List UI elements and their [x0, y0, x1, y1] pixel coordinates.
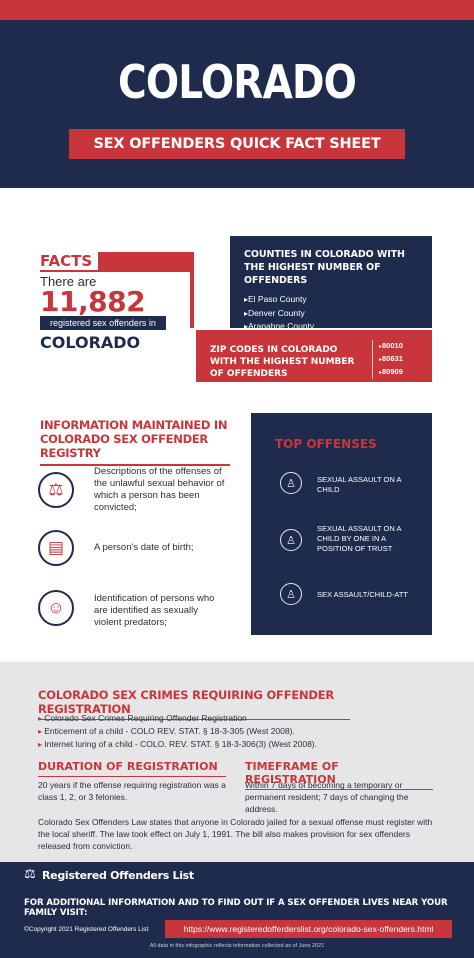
- top-accent-bar: [0, 0, 474, 20]
- facts-panel: [40, 272, 190, 344]
- zip-codes-title: ZIP CODES IN COLORADO WITH THE HIGHEST N…: [210, 345, 355, 379]
- copyright: ©Copyright 2021 Registered Offenders Lis…: [24, 926, 149, 933]
- list-item: El Paso County: [244, 293, 418, 307]
- crimes-list: Colorado Sex Crimes Requiring Offender R…: [38, 712, 317, 751]
- footer: [0, 862, 474, 958]
- list-item: 80010: [379, 340, 403, 353]
- list-item: Denver County: [244, 307, 418, 321]
- info-heading: INFORMATION MAINTAINED IN COLORADO SEX O…: [40, 418, 230, 466]
- list-item: Colorado Sex Crimes Requiring Offender R…: [38, 712, 317, 725]
- list-item: Enticement of a child - COLO REV. STAT. …: [38, 725, 317, 738]
- counties-title: COUNTIES IN COLORADO WITH THE HIGHEST NU…: [244, 249, 405, 286]
- list-item: Internet luring of a child - COLO. REV. …: [38, 738, 317, 751]
- zip-codes-panel: ZIP CODES IN COLORADO WITH THE HIGHEST N…: [196, 330, 432, 382]
- registration-section: [0, 662, 474, 862]
- top-offenses-panel: TOP OFFENSES ♙ SEXUAL ASSAULT ON A CHILD…: [251, 413, 432, 635]
- offense-item: SEXUAL ASSAULT ON A CHILD: [317, 475, 402, 494]
- info-item-text: Identification of persons who are identi…: [94, 593, 215, 628]
- counties-panel: COUNTIES IN COLORADO WITH THE HIGHEST NU…: [230, 236, 432, 331]
- law-paragraph: Colorado Sex Offenders Law states that a…: [38, 817, 433, 851]
- state-name: COLORADO: [40, 333, 141, 352]
- list-item: Arapahoe County: [244, 320, 418, 334]
- info-item-text: A person's date of birth;: [94, 542, 194, 553]
- user-silhouette-icon: ♙: [280, 529, 302, 551]
- disclaimer: All data in this infographic reflects in…: [149, 943, 325, 949]
- offense-item: SEX ASSAULT/CHILD-ATT: [317, 590, 408, 599]
- user-silhouette-icon: ♙: [280, 583, 302, 605]
- user-silhouette-icon: ♙: [280, 472, 302, 494]
- registered-label: registered sex offenders in: [40, 316, 166, 330]
- website-link[interactable]: https://www.registeredofferderslist.org/…: [165, 920, 452, 938]
- facts-intro: There are: [40, 274, 97, 289]
- list-item: 80909: [379, 366, 403, 379]
- facts-label: FACTS: [40, 252, 99, 270]
- timeframe-text: Within 7 days of becoming a temporary or…: [245, 780, 409, 814]
- page-title: COLORADO: [118, 55, 357, 109]
- top-offenses-title: TOP OFFENSES: [275, 437, 377, 451]
- offender-count: 11,882: [40, 285, 146, 318]
- id-card-icon: ▤: [38, 530, 74, 566]
- duration-text: 20 years if the offense requiring regist…: [38, 780, 226, 802]
- duration-heading: DURATION OF REGISTRATION: [38, 760, 226, 777]
- counties-list: El Paso County Denver County Arapahoe Co…: [244, 293, 418, 334]
- list-item: 80631: [379, 353, 403, 366]
- info-item-text: Descriptions of the offenses of the unla…: [94, 466, 225, 513]
- scales-icon: ⚖: [24, 866, 36, 881]
- page-subtitle: SEX OFFENDERS QUICK FACT SHEET: [69, 129, 405, 159]
- timeframe-heading: TIMEFRAME OF REGISTRATION: [245, 760, 433, 790]
- scales-icon: ⚖: [38, 472, 74, 508]
- person-icon: ☺: [38, 590, 74, 626]
- footer-cta: FOR ADDITIONAL INFORMATION AND TO FIND O…: [24, 898, 448, 918]
- zip-codes-list: 80010 80631 80909: [372, 340, 403, 379]
- header-banner: [0, 20, 474, 188]
- offense-item: SEXUAL ASSAULT ON A CHILD BY ONE IN A PO…: [317, 524, 402, 553]
- brand-logo-text: Registered Offenders List: [42, 869, 194, 882]
